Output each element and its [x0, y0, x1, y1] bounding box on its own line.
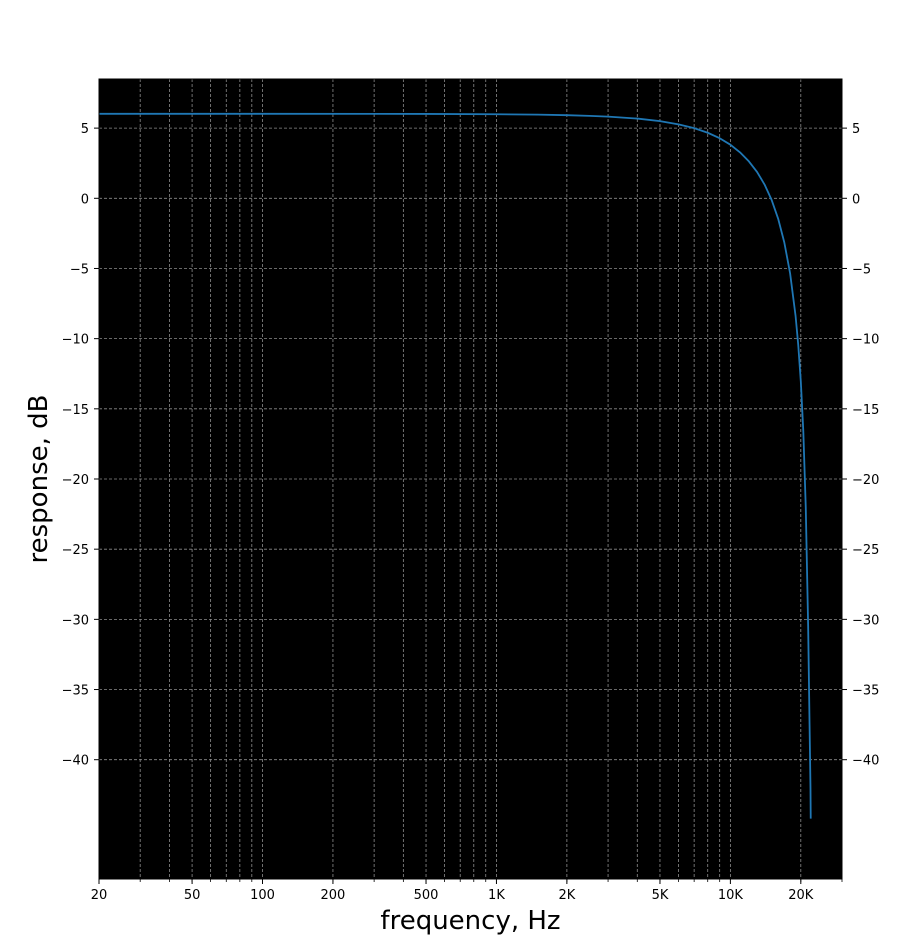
y-axis-title: response, dB [24, 395, 54, 564]
x-tick-label: 100 [250, 888, 275, 903]
y-tick-label-right: −10 [852, 333, 879, 348]
x-tick-label: 1K [488, 888, 505, 903]
y-tick-label-right: −25 [852, 543, 879, 558]
y-tick-label-left: −5 [70, 262, 89, 277]
y-tick-label-right: −15 [852, 403, 879, 418]
y-tick-label-left: −15 [62, 403, 89, 418]
y-tick-label-left: −25 [62, 543, 89, 558]
x-tick-label: 10K [718, 888, 744, 903]
x-axis-title: frequency, Hz [380, 906, 560, 936]
y-tick-label-right: −30 [852, 613, 879, 628]
x-tick-label: 200 [321, 888, 346, 903]
y-tick-label-left: 5 [81, 122, 89, 137]
y-tick-label-left: −30 [62, 613, 89, 628]
y-tick-label-right: −5 [852, 262, 871, 277]
x-tick-label: 20K [788, 888, 814, 903]
y-tick-label-right: −40 [852, 754, 879, 769]
x-tick-label: 20 [91, 888, 108, 903]
y-tick-label-left: −10 [62, 333, 89, 348]
x-tick-label: 500 [414, 888, 439, 903]
x-tick-label: 2K [558, 888, 575, 903]
y-tick-label-left: −40 [62, 754, 89, 769]
y-tick-label-right: 0 [852, 192, 860, 207]
y-tick-label-left: −35 [62, 684, 89, 699]
y-tick-label-left: 0 [81, 192, 89, 207]
response-series-line [99, 112, 812, 819]
y-tick-label-right: 5 [852, 122, 860, 137]
series-layer [99, 112, 812, 819]
y-tick-label-right: −35 [852, 684, 879, 699]
y-tick-label-right: −20 [852, 473, 879, 488]
x-tick-label: 50 [184, 888, 201, 903]
x-tick-label: 5K [652, 888, 669, 903]
y-tick-label-left: −20 [62, 473, 89, 488]
